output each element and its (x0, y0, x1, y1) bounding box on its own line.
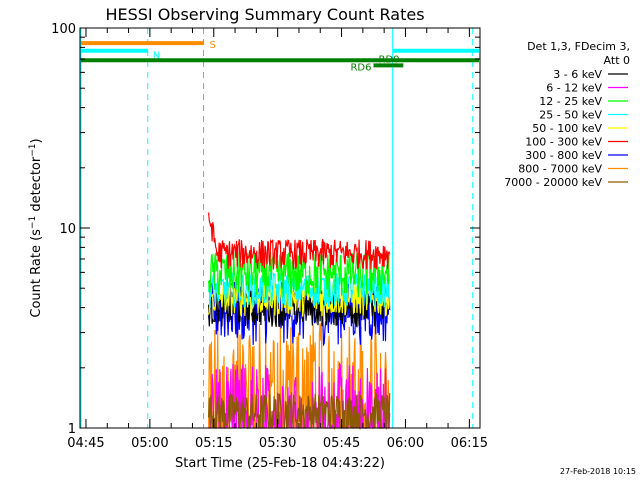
y-axis-label-sup2: −1 (28, 143, 38, 156)
y-tick-label: 10 (59, 222, 76, 237)
legend-label-3: 25 - 50 keV (539, 109, 602, 122)
legend-label-4: 50 - 100 keV (532, 122, 602, 135)
legend-label-6: 300 - 800 keV (525, 149, 602, 162)
legend-label-2: 12 - 25 keV (539, 95, 602, 108)
chart-title: HESSI Observing Summary Count Rates (105, 5, 424, 24)
x-tick-label: 06:00 (387, 436, 424, 451)
x-tick-label: 05:45 (323, 436, 360, 451)
flag-label-rd0: RD0 (379, 54, 400, 65)
legend-label-0: 3 - 6 keV (553, 68, 602, 81)
y-tick-label: 100 (51, 22, 76, 37)
x-tick-label: 05:15 (195, 436, 232, 451)
flag-layer: S N RD0 RD6 (80, 28, 479, 428)
legend-header-2: Att 0 (604, 54, 630, 67)
legend-label-5: 100 - 300 keV (525, 136, 602, 149)
y-axis-label-mid: detector (29, 156, 44, 216)
legend-header-1: Det 1,3, FDecim 3, (527, 40, 630, 53)
y-tick-label: 1 (68, 422, 76, 437)
y-axis-label-post: ) (29, 138, 44, 143)
series-0-line (208, 290, 391, 327)
legend-label-1: 6 - 12 keV (546, 82, 602, 95)
flag-label-s: S (210, 40, 216, 51)
x-tick-label: 04:45 (67, 436, 104, 451)
series-5-line (208, 212, 391, 270)
footer-date: 27-Feb-2018 10:15 (560, 467, 636, 476)
x-tick-label: 05:30 (259, 436, 296, 451)
y-axis-label-sup1: −1 (28, 216, 38, 229)
x-axis-label: Start Time (25-Feb-18 04:43:22) (175, 456, 385, 471)
flag-label-rd6: RD6 (350, 62, 371, 73)
flag-label-n: N (153, 51, 160, 62)
axis-layer: 04:45 05:00 05:15 05:30 05:45 06:00 06:15 1 10 10… (51, 22, 488, 451)
x-tick-label: 05:00 (131, 436, 168, 451)
x-tick-label: 06:15 (451, 436, 488, 451)
legend-label-8: 7000 - 20000 keV (504, 176, 602, 189)
y-axis-label: Count Rate (s−1 detector−1) (28, 138, 44, 317)
y-axis-label-pre: Count Rate (s (29, 229, 44, 318)
legend-label-7: 800 - 7000 keV (518, 163, 602, 176)
